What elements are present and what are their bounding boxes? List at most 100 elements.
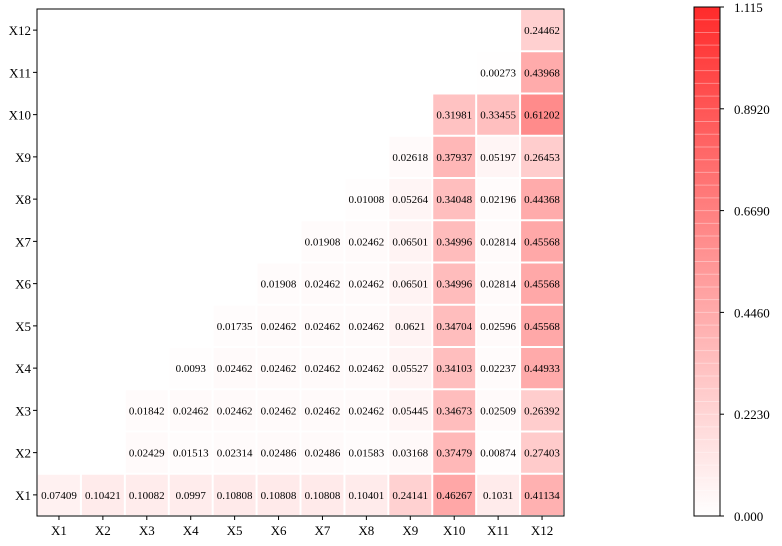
heatmap-cell bbox=[389, 305, 432, 346]
cell-value-label: 0.02462 bbox=[305, 321, 341, 333]
y-tick-label: X1 bbox=[15, 488, 31, 503]
cell-value-label: 0.37937 bbox=[436, 152, 472, 164]
x-tick-label: X4 bbox=[183, 523, 199, 538]
heatmap-cell bbox=[477, 52, 520, 93]
heatmap-cell bbox=[433, 179, 476, 220]
y-tick-label: X6 bbox=[15, 277, 31, 292]
heatmap-cell bbox=[301, 263, 344, 304]
heatmap-cell bbox=[521, 136, 563, 177]
heatmap-cell bbox=[345, 474, 388, 515]
heatmap-cell bbox=[389, 390, 432, 431]
cell-value-label: 0.02462 bbox=[349, 279, 385, 291]
cell-value-label: 0.34996 bbox=[436, 236, 472, 248]
x-tick-label: X11 bbox=[487, 523, 509, 538]
cell-value-label: 0.00273 bbox=[480, 67, 516, 79]
cell-value-label: 0.10421 bbox=[85, 490, 121, 502]
heatmap-cell bbox=[389, 432, 432, 473]
cell-value-label: 0.0093 bbox=[176, 363, 207, 375]
cell-value-label: 0.02462 bbox=[261, 405, 297, 417]
cell-value-label: 0.01908 bbox=[261, 279, 297, 291]
cell-value-label: 0.02462 bbox=[305, 279, 341, 291]
heatmap-cell bbox=[521, 94, 563, 135]
heatmap-cell bbox=[125, 432, 168, 473]
x-tick-label: X12 bbox=[531, 523, 553, 538]
colorbar: 0.000 0.2230 0.4460 0.6690 0.8920 1.115 bbox=[693, 0, 770, 524]
heatmap-cell bbox=[477, 136, 520, 177]
cell-value-label: 0.33455 bbox=[480, 110, 516, 122]
heatmap-cell bbox=[213, 390, 256, 431]
heatmap-cell bbox=[433, 432, 476, 473]
cell-value-label: 0.27403 bbox=[524, 448, 560, 460]
heatmap-cell bbox=[213, 474, 256, 515]
heatmap-cell bbox=[345, 305, 388, 346]
heatmap-cell bbox=[345, 263, 388, 304]
heatmap-cell bbox=[301, 474, 344, 515]
heatmap-cell bbox=[389, 136, 432, 177]
cell-value-label: 0.44368 bbox=[524, 194, 560, 206]
cell-value-label: 0.05527 bbox=[392, 363, 428, 375]
heatmap-cell bbox=[433, 348, 476, 389]
y-tick-label: X9 bbox=[15, 150, 31, 165]
heatmap-cell bbox=[477, 390, 520, 431]
cell-value-label: 0.10082 bbox=[129, 490, 165, 502]
cell-value-label: 0.46267 bbox=[436, 490, 472, 502]
cell-value-label: 0.34048 bbox=[436, 194, 472, 206]
heatmap-cell bbox=[477, 263, 520, 304]
y-tick-label: X2 bbox=[15, 446, 31, 461]
cell-value-label: 0.06501 bbox=[392, 279, 428, 291]
cell-value-label: 0.01583 bbox=[349, 448, 385, 460]
cell-value-label: 0.02596 bbox=[480, 321, 516, 333]
cell-value-label: 0.43968 bbox=[524, 67, 560, 79]
y-tick-label: X4 bbox=[15, 361, 31, 376]
cell-value-label: 0.00874 bbox=[480, 448, 516, 460]
heatmap-cell bbox=[477, 305, 520, 346]
cell-value-label: 0.31981 bbox=[436, 110, 472, 122]
heatmap-cell bbox=[433, 136, 476, 177]
cell-value-label: 0.02462 bbox=[217, 363, 253, 375]
heatmap-cell bbox=[433, 263, 476, 304]
heatmap-cell bbox=[257, 474, 300, 515]
heatmap-cell bbox=[257, 263, 300, 304]
heatmap-cell bbox=[213, 348, 256, 389]
heatmap-cell bbox=[521, 390, 563, 431]
cell-value-label: 0.01735 bbox=[217, 321, 253, 333]
heatmap-cell bbox=[389, 221, 432, 262]
cell-value-label: 0.02462 bbox=[261, 321, 297, 333]
cell-value-label: 0.02462 bbox=[305, 363, 341, 375]
cell-value-label: 0.02462 bbox=[349, 405, 385, 417]
heatmap-cell bbox=[81, 474, 124, 515]
x-tick-label: X3 bbox=[139, 523, 155, 538]
cell-value-label: 0.34996 bbox=[436, 279, 472, 291]
cell-value-label: 0.02429 bbox=[129, 448, 165, 460]
y-tick-label: X5 bbox=[15, 319, 31, 334]
heatmap-cell bbox=[389, 179, 432, 220]
cell-value-label: 0.10808 bbox=[261, 490, 297, 502]
cell-value-label: 0.05197 bbox=[480, 152, 516, 164]
plot-frame bbox=[36, 8, 565, 517]
heatmap-cell bbox=[521, 474, 563, 515]
cell-value-label: 0.02462 bbox=[349, 321, 385, 333]
y-tick-label: X12 bbox=[9, 23, 31, 38]
heatmap-cell bbox=[169, 432, 212, 473]
heatmap-cell bbox=[38, 474, 80, 515]
cell-value-label: 0.02462 bbox=[261, 363, 297, 375]
cell-value-label: 0.41134 bbox=[524, 490, 560, 502]
heatmap-cell bbox=[521, 221, 563, 262]
cell-value-label: 0.24462 bbox=[524, 25, 560, 37]
heatmap-cell bbox=[301, 390, 344, 431]
colorbar-tick-label: 0.2230 bbox=[734, 407, 770, 422]
axes: X1 X2 X3 X4 X5 X6 X7 X8 X9 X10 X11 X12 X1 X2 X3 X4 X5 X6 X… bbox=[9, 23, 554, 538]
cell-value-label: 0.01008 bbox=[349, 194, 385, 206]
heatmap-cell bbox=[477, 179, 520, 220]
heatmap-cell bbox=[521, 263, 563, 304]
heatmap-cell bbox=[345, 390, 388, 431]
cell-value-label: 0.26453 bbox=[524, 152, 560, 164]
heatmap-cell bbox=[257, 305, 300, 346]
heatmap-cell bbox=[213, 305, 256, 346]
y-tick-label: X3 bbox=[15, 403, 31, 418]
heatmap-cell bbox=[477, 348, 520, 389]
heatmap-cell bbox=[521, 432, 563, 473]
cell-value-label: 0.45568 bbox=[524, 236, 560, 248]
cell-value-label: 0.61202 bbox=[524, 110, 560, 122]
heatmap-cell bbox=[301, 348, 344, 389]
